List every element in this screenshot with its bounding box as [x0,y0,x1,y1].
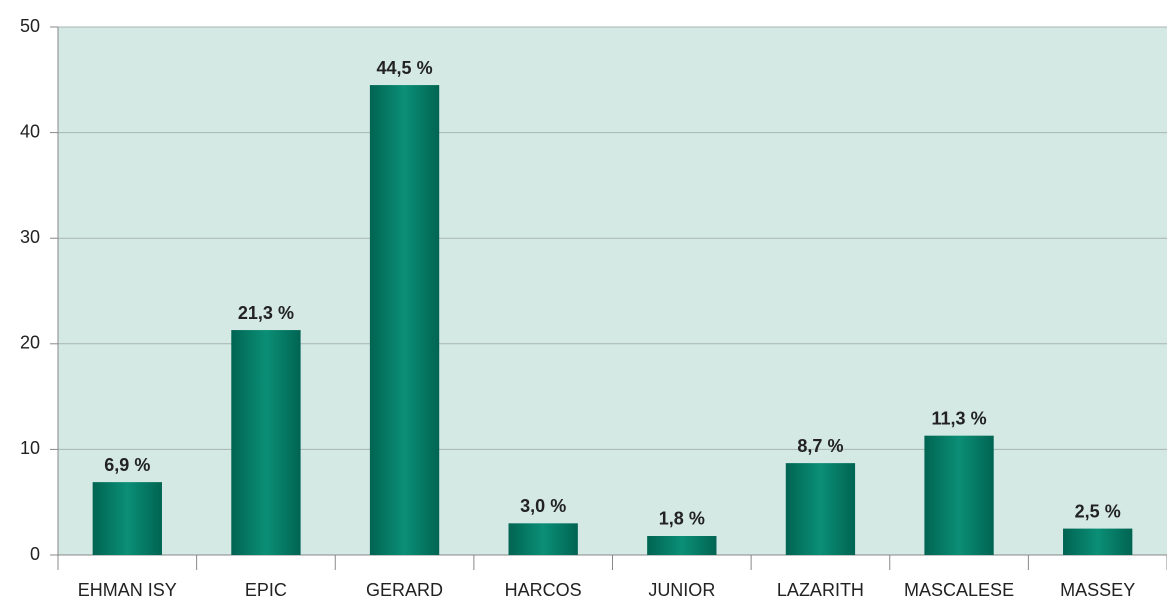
y-tick-label: 0 [30,544,40,564]
x-tick-label: MASSEY [1060,580,1135,600]
x-tick-label: GERARD [366,580,443,600]
value-label: 2,5 % [1075,501,1121,521]
x-tick-label: EHMAN ISY [78,580,177,600]
x-tick-label: MASCALESE [904,580,1014,600]
value-label: 11,3 % [932,408,987,428]
bar [231,330,301,555]
bar [647,535,717,555]
y-tick-label: 20 [20,333,40,353]
bar [92,482,162,555]
value-label: 21,3 % [238,303,294,323]
value-label: 8,7 % [797,436,843,456]
bar [369,85,440,555]
y-tick-label: 40 [20,121,40,141]
bar [924,435,994,555]
value-label: 3,0 % [520,496,566,516]
x-tick-label: HARCOS [505,580,582,600]
value-label: 44,5 % [377,58,433,78]
x-tick-label: LAZARITH [777,580,864,600]
x-tick-label: EPIC [245,580,287,600]
x-tick-label: JUNIOR [648,580,715,600]
bar [508,523,578,555]
value-label: 6,9 % [104,455,150,475]
y-tick-label: 30 [20,227,40,247]
plot-area [58,27,1167,555]
y-tick-label: 10 [20,438,40,458]
bar [1063,528,1133,555]
value-label: 1,8 % [659,509,705,529]
bar [785,463,856,555]
y-tick-label: 50 [20,16,40,36]
